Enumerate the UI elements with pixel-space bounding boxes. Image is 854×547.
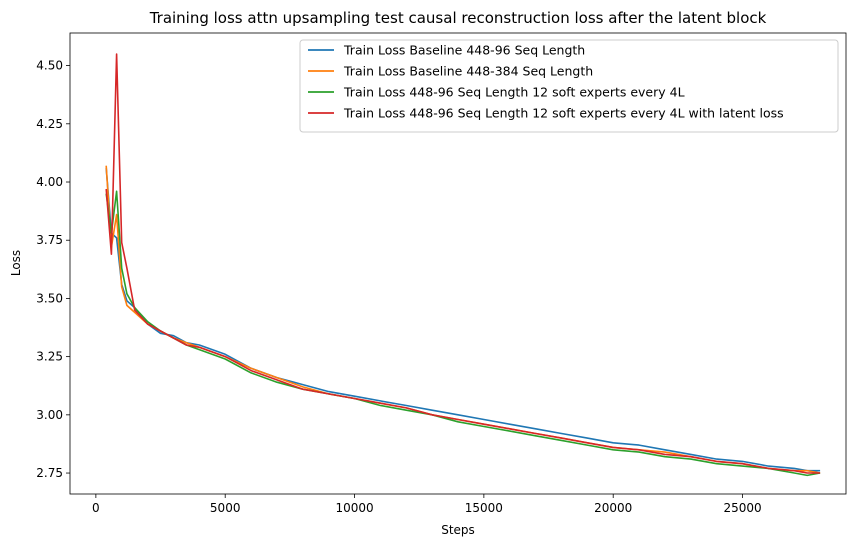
x-tick-label: 15000	[465, 501, 503, 515]
x-tick-label: 20000	[594, 501, 632, 515]
y-tick-label: 4.00	[36, 175, 63, 189]
plot-frame	[69, 32, 847, 495]
y-tick-label: 4.50	[36, 59, 63, 73]
legend-label: Train Loss Baseline 448-384 Seq Length	[343, 64, 593, 79]
legend-box	[299, 39, 839, 133]
y-tick-label: 3.75	[36, 233, 63, 247]
y-axis: 2.75 3.00 3.25 3.50 3.75 4.00 4.25 4.50	[36, 59, 70, 480]
y-axis-title: Loss	[9, 250, 23, 276]
series-line-1	[105, 167, 821, 472]
legend: Train Loss Baseline 448-96 Seq Length Tra…	[299, 39, 839, 133]
legend-label: Train Loss 448-96 Seq Length 12 soft exp…	[343, 85, 685, 100]
y-tick-label: 4.25	[36, 117, 63, 131]
series-line-3	[105, 190, 821, 477]
x-tick-label: 0	[92, 501, 100, 515]
x-tick-label: 5000	[210, 501, 241, 515]
y-tick-label: 2.75	[36, 466, 63, 480]
x-tick-label: 10000	[335, 501, 373, 515]
plot-area	[105, 53, 821, 477]
x-axis-title: Steps	[441, 523, 475, 537]
y-tick-label: 3.50	[36, 291, 63, 305]
legend-label: Train Loss 448-96 Seq Length 12 soft exp…	[343, 106, 784, 121]
x-tick-label: 25000	[723, 501, 761, 515]
x-axis: 0 5000 10000 15000 20000 25000	[92, 494, 762, 515]
chart-title: Training loss attn upsampling test causa…	[149, 9, 767, 27]
series-line-4	[105, 53, 821, 474]
y-tick-label: 3.25	[36, 350, 63, 364]
legend-label: Train Loss Baseline 448-96 Seq Length	[343, 43, 585, 58]
series-line-2	[105, 165, 821, 474]
y-tick-label: 3.00	[36, 408, 63, 422]
